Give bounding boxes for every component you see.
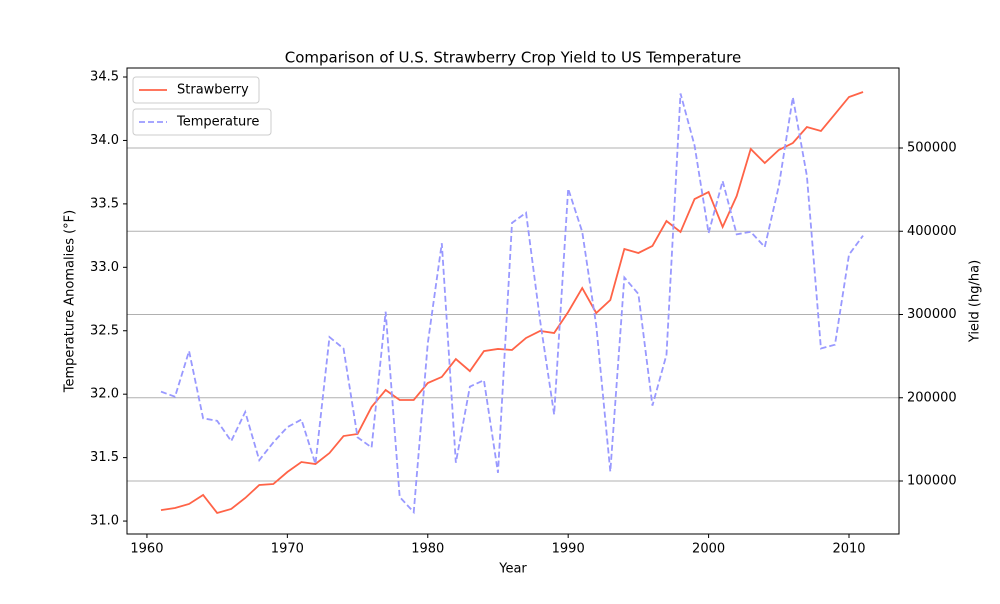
x-tick-label: 2010 — [832, 542, 865, 557]
y2-tick-label: 100000 — [907, 474, 957, 489]
y-tick-label: 34.0 — [90, 133, 119, 148]
data-line — [160, 91, 864, 514]
y-tick-label: 32.0 — [90, 387, 119, 402]
y-axis-label: Temperature Anomalies (°F) — [63, 210, 78, 393]
x-tick-label: 1960 — [130, 542, 163, 557]
plot-frame — [126, 67, 900, 535]
y2-tick-label: 300000 — [907, 307, 957, 322]
legend-label: Strawberry — [177, 83, 249, 98]
y2-tick-label: 500000 — [907, 141, 957, 156]
y-tick-label: 31.0 — [90, 514, 119, 529]
x-tick-label: 1990 — [552, 542, 585, 557]
y-tick-label: 32.5 — [90, 323, 119, 338]
y2-tick-label: 200000 — [907, 390, 957, 405]
y-tick-label: 31.5 — [90, 450, 119, 465]
x-tick-label: 1970 — [271, 542, 304, 557]
x-axis-label: Year — [498, 562, 527, 577]
legend-label: Temperature — [176, 115, 259, 130]
y2-tick-label: 400000 — [907, 224, 957, 239]
y2-axis-label: Yield (hg/ha) — [968, 260, 983, 343]
y-tick-label: 34.5 — [90, 70, 119, 85]
y-tick-label: 33.5 — [90, 196, 119, 211]
x-tick-label: 2000 — [692, 542, 725, 557]
chart-title: Comparison of U.S. Strawberry Crop Yield… — [285, 49, 741, 67]
data-line — [160, 93, 864, 515]
x-tick-label: 1980 — [411, 542, 444, 557]
legend-box — [132, 76, 260, 104]
y-tick-label: 33.0 — [90, 260, 119, 275]
legend-box — [132, 108, 272, 136]
